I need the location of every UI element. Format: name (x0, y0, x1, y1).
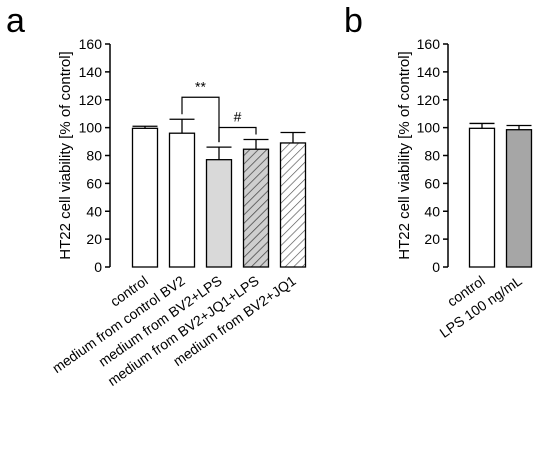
y-tick-label: 80 (86, 148, 102, 164)
y-tick-label: 100 (79, 120, 103, 136)
y-tick-label: 20 (424, 231, 440, 247)
y-axis-label: HT22 cell viability [% of control] (396, 51, 413, 259)
y-tick-label: 40 (424, 203, 440, 219)
significance-marker: # (234, 108, 242, 124)
y-tick-label: 0 (94, 259, 102, 275)
bar (505, 129, 533, 268)
bar (468, 127, 496, 268)
y-tick-label: 20 (86, 231, 102, 247)
y-tick-label: 60 (86, 175, 102, 191)
y-tick-label: 140 (417, 64, 441, 80)
y-tick-label: 160 (417, 36, 441, 52)
y-axis-label: HT22 cell viability [% of control] (57, 51, 74, 259)
bar (131, 127, 159, 268)
bar (205, 159, 233, 268)
significance-bracket (218, 126, 257, 143)
y-tick-label: 60 (424, 175, 440, 191)
y-tick-label: 120 (79, 92, 103, 108)
significance-marker: ** (195, 78, 206, 94)
y-tick-label: 100 (417, 120, 441, 136)
bar (242, 148, 270, 268)
significance-bracket (181, 96, 220, 143)
y-tick-label: 120 (417, 92, 441, 108)
y-tick-label: 40 (86, 203, 102, 219)
y-tick-label: 0 (432, 259, 440, 275)
y-tick-label: 80 (424, 148, 440, 164)
y-tick-label: 160 (79, 36, 103, 52)
panel-letter-a: a (6, 2, 25, 40)
y-tick-label: 140 (79, 64, 103, 80)
bar (279, 142, 307, 268)
panel-letter-b: b (344, 2, 363, 40)
bar (168, 132, 196, 268)
chart-panel-a: 0 20 40 60 80 100 120 140 160 HT22 cell viability… (49, 36, 307, 389)
